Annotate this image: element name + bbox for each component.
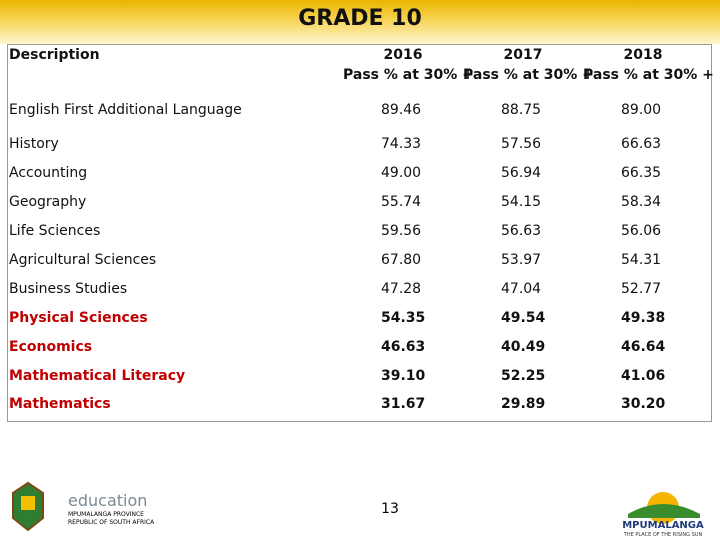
cell-value: 54.15 — [501, 194, 542, 210]
cell-value: 46.64 — [621, 339, 666, 355]
cell-value: 55.74 — [381, 194, 422, 210]
column-year: 2017 — [503, 47, 543, 63]
cell-value: 29.89 — [501, 396, 546, 412]
cell-value: 49.54 — [501, 310, 546, 326]
cell-value: 54.35 — [381, 310, 426, 326]
logo-line: MPUMALANGA PROVINCE — [68, 511, 144, 518]
crest-center — [21, 496, 35, 510]
cell-value: 56.63 — [501, 223, 542, 239]
hills — [628, 504, 700, 518]
cell-value: 40.49 — [501, 339, 546, 355]
row-label: Physical Sciences — [9, 310, 148, 326]
cell-value: 53.97 — [501, 252, 542, 268]
slide-title: GRADE 10 — [298, 6, 422, 31]
row-label: Mathematical Literacy — [9, 368, 186, 384]
column-year: 2018 — [623, 47, 663, 63]
cell-value: 66.35 — [621, 165, 662, 181]
title-band — [0, 0, 720, 44]
cell-value: 56.06 — [621, 223, 662, 239]
column-header: Description — [9, 47, 100, 63]
page-number: 13 — [381, 501, 399, 517]
results-table: Description 2016 Pass % at 30% + 2017 Pass %… — [7, 44, 714, 422]
column-label: Pass % at 30% + — [583, 67, 714, 83]
cell-value: 47.04 — [501, 281, 542, 297]
right-logo: MPUMALANGA THE PLACE OF THE RISING SUN — [622, 492, 704, 538]
row-label: Agricultural Sciences — [9, 252, 157, 268]
column-label: Pass % at 30% + — [343, 67, 474, 83]
cell-value: 57.56 — [501, 136, 542, 152]
row-label: Life Sciences — [9, 223, 101, 239]
cell-value: 88.75 — [501, 102, 542, 118]
cell-value: 49.38 — [621, 310, 666, 326]
cell-value: 47.28 — [381, 281, 422, 297]
cell-value: 66.63 — [621, 136, 662, 152]
cell-value: 74.33 — [381, 136, 422, 152]
row-label: Accounting — [9, 165, 88, 181]
logo-tagline: THE PLACE OF THE RISING SUN — [623, 532, 703, 538]
cell-value: 67.80 — [381, 252, 422, 268]
cell-value: 89.00 — [621, 102, 662, 118]
cell-value: 58.34 — [621, 194, 662, 210]
cell-value: 56.94 — [501, 165, 542, 181]
cell-value: 39.10 — [381, 368, 426, 384]
cell-value: 52.77 — [621, 281, 662, 297]
cell-value: 54.31 — [621, 252, 662, 268]
row-label: Mathematics — [9, 396, 111, 412]
row-label: English First Additional Language — [9, 102, 242, 118]
cell-value: 89.46 — [381, 102, 422, 118]
row-label: Geography — [9, 194, 87, 210]
cell-value: 30.20 — [621, 396, 666, 412]
cell-value: 31.67 — [381, 396, 426, 412]
logo-name: education — [68, 491, 147, 510]
cell-value: 49.00 — [381, 165, 422, 181]
column-year: 2016 — [383, 47, 423, 63]
row-label: Economics — [9, 339, 93, 355]
cell-value: 59.56 — [381, 223, 422, 239]
cell-value: 41.06 — [621, 368, 666, 384]
cell-value: 52.25 — [501, 368, 546, 384]
cell-value: 46.63 — [381, 339, 426, 355]
row-label: Business Studies — [9, 281, 128, 297]
logo-line: REPUBLIC OF SOUTH AFRICA — [68, 519, 155, 526]
row-label: History — [9, 136, 59, 152]
column-label: Pass % at 30% + — [463, 67, 594, 83]
logo-name: MPUMALANGA — [622, 520, 704, 531]
left-logo: education MPUMALANGA PROVINCE REPUBLIC O… — [12, 481, 155, 532]
